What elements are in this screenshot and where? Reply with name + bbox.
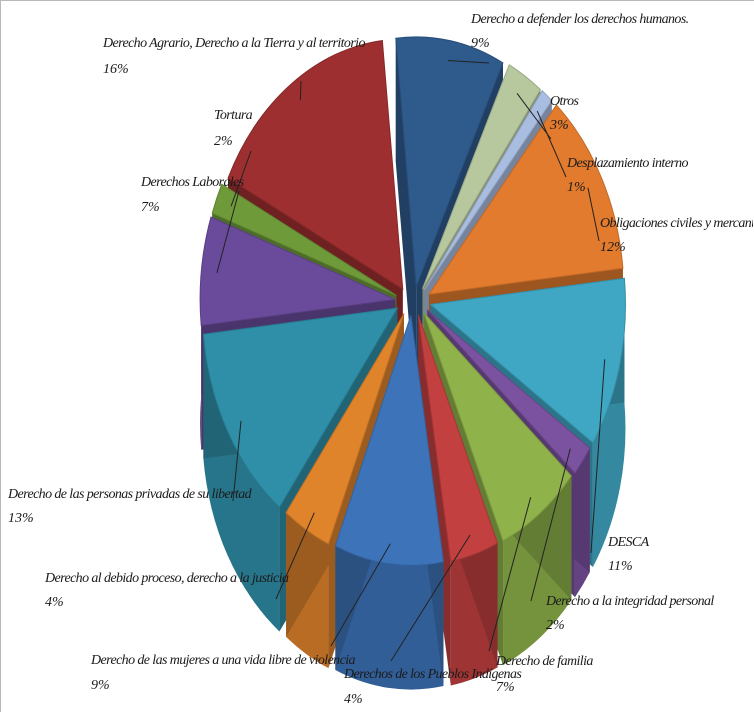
pie-slice: [199, 216, 397, 327]
slice-value-label: 2%: [546, 618, 565, 633]
slice-value-label: 13%: [8, 511, 34, 526]
slice-value-label: 3%: [549, 118, 569, 133]
pie-slice: [423, 312, 572, 542]
slice-label: Otros: [550, 94, 580, 109]
slice-label: Derechos de los Pueblos Indígenas: [343, 667, 522, 682]
slice-labels: Derecho a defender los derechos humanos.…: [7, 12, 753, 707]
slice-value-label: 16%: [103, 62, 129, 77]
pie-slice: [429, 277, 626, 444]
slice-label: Obligaciones civiles y mercantiles: [600, 216, 753, 231]
slice-wall: [203, 334, 280, 632]
pie-slice: [422, 64, 542, 290]
slice-label: Derecho de familia: [495, 654, 593, 669]
slice-value-label: 9%: [91, 678, 110, 693]
leader-line: [590, 359, 606, 554]
slice-label: Derecho a defender los derechos humanos.: [470, 12, 689, 27]
slice-label: Derecho al debido proceso, derecho a la …: [44, 571, 289, 586]
slice-value-label: 2%: [214, 134, 233, 149]
slice-label: Tortura: [214, 108, 253, 123]
leader-line: [587, 187, 600, 242]
slice-label: DESCA: [607, 535, 650, 550]
leader-line: [390, 534, 471, 662]
pie-slice: [417, 314, 499, 562]
slice-value-label: 1%: [567, 180, 586, 195]
leader-line: [530, 448, 571, 602]
slice-value-label: 11%: [608, 559, 633, 574]
leader-line: [516, 92, 552, 140]
slice-label: Derecho de las personas privadas de su l…: [7, 487, 253, 502]
leader-line: [299, 80, 302, 101]
leader-line: [230, 150, 252, 207]
pie-slice: [426, 309, 591, 474]
pie-slice: [427, 104, 624, 295]
slice-label: Derecho Agrario, Derecho a la Tierra y a…: [102, 36, 365, 51]
pie-slice: [395, 36, 504, 288]
pie-slice: [423, 89, 553, 291]
pie-slice: [211, 183, 397, 296]
slice-label: Derecho a la integridad personal: [545, 594, 714, 609]
leader-line: [216, 190, 240, 274]
leader-lines: [216, 59, 606, 662]
slice-tops: [199, 36, 626, 566]
pie-slice: [227, 39, 404, 291]
slice-label: Desplazamiento interno: [566, 156, 689, 171]
leader-line: [275, 512, 315, 600]
leader-line: [488, 497, 532, 652]
leader-line: [232, 420, 242, 502]
slice-value-label: 7%: [141, 200, 160, 215]
slice-value-label: 4%: [45, 595, 64, 610]
slice-label: Derecho de las mujeres a una vida libre …: [90, 653, 355, 668]
leader-line: [330, 543, 391, 647]
pie-slice: [202, 307, 399, 509]
pie-slice: [334, 315, 445, 566]
slice-wall: [592, 278, 626, 568]
slice-value-label: 4%: [344, 692, 363, 707]
slice-value-label: 9%: [471, 36, 490, 51]
slice-value-label: 12%: [600, 240, 626, 255]
leader-line: [447, 59, 490, 64]
slice-value-label: 7%: [496, 680, 515, 695]
leader-line: [536, 110, 567, 178]
slice-label: Derechos Laborales: [140, 175, 245, 190]
